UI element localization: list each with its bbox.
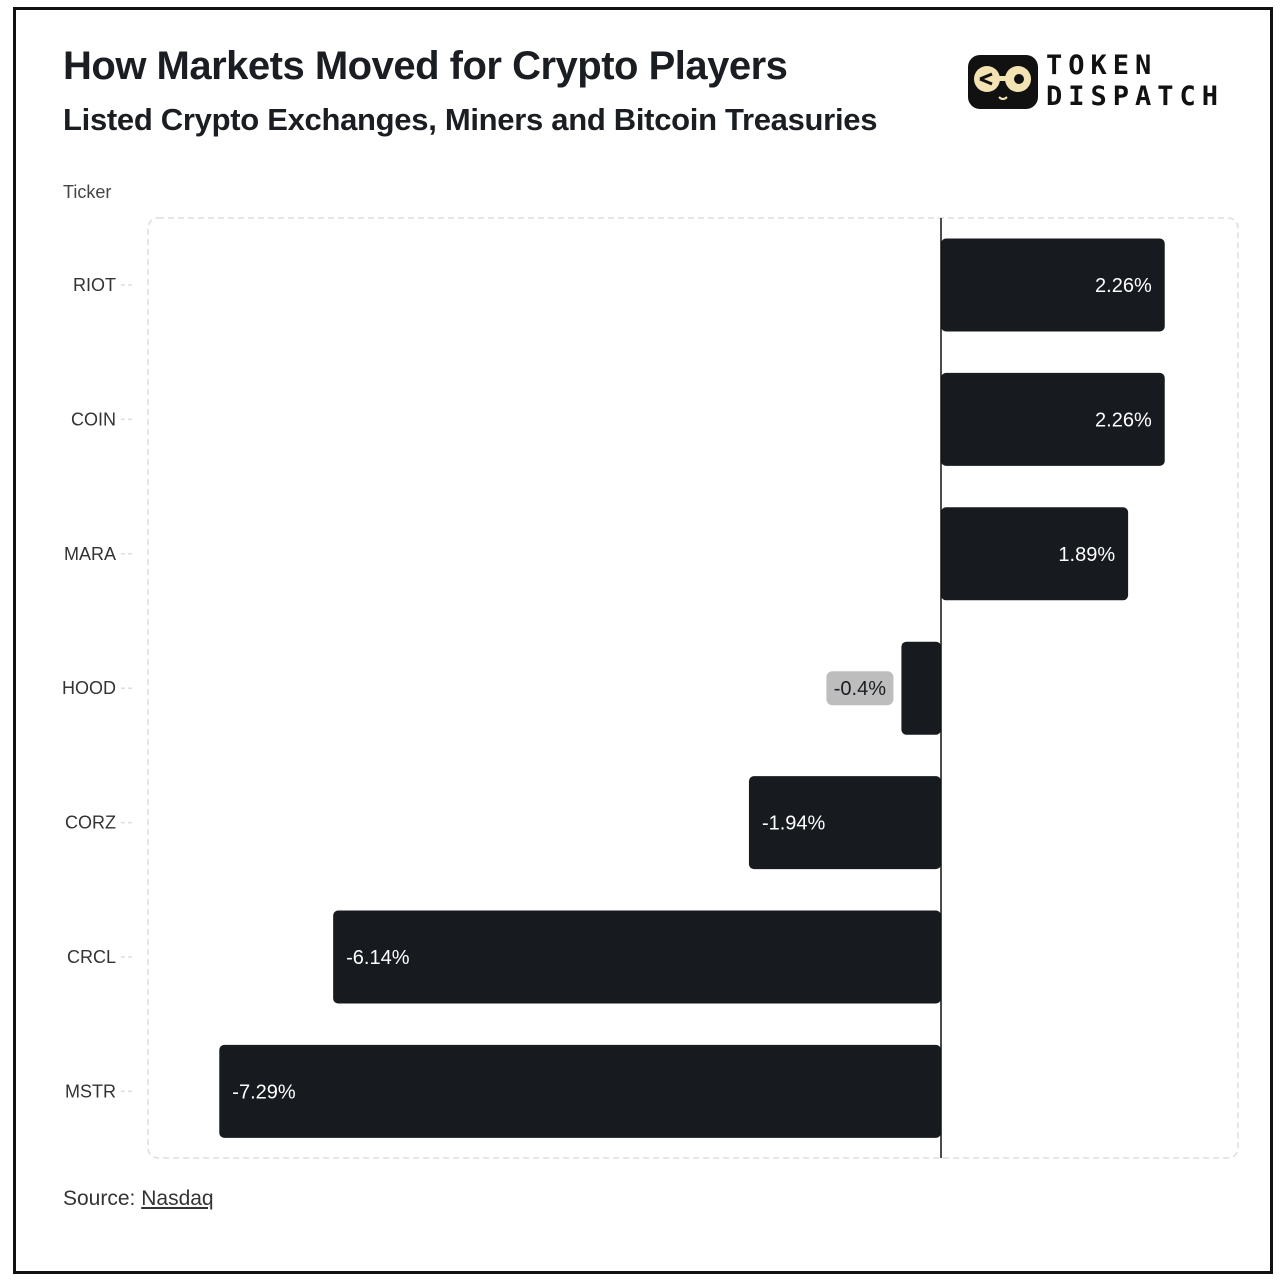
bar-hood [901,641,941,735]
y-tick-label: HOOD [62,678,116,698]
bar-mara [941,507,1129,601]
bar-riot [941,238,1165,332]
y-tick-label: MSTR [65,1081,116,1101]
logo-text-token: TOKEN [1046,50,1158,81]
source-label: Source: [63,1187,136,1210]
bar-coin [941,372,1165,466]
source-link[interactable]: Nasdaq [141,1187,214,1210]
data-label: -1.94% [762,813,826,835]
y-tick-label: COIN [71,409,116,429]
logo-text-dispatch: DISPATCH [1046,81,1225,112]
token-dispatch-logo: TOKEN DISPATCH [966,50,1256,114]
data-label: -0.4% [834,678,886,700]
chart-title: How Markets Moved for Crypto Players [63,44,788,88]
chart-subtitle: Listed Crypto Exchanges, Miners and Bitc… [63,102,878,137]
data-label: -7.29% [232,1081,296,1103]
y-tick-label: CORZ [65,813,116,833]
glasses-face-icon [968,55,1038,109]
data-label: -6.14% [346,947,410,969]
data-label-background [826,671,894,706]
source-note: Source: Nasdaq [63,1187,214,1211]
bar-corz [748,776,941,870]
y-tick-label: CRCL [67,947,116,967]
data-label: 2.26% [1095,409,1152,431]
data-label: 1.89% [1058,544,1115,566]
bar-mstr [219,1044,942,1138]
y-tick-label: RIOT [73,275,116,295]
y-axis-title: Ticker [63,182,112,202]
data-label: 2.26% [1095,275,1152,297]
plot-area-border [147,217,1239,1159]
y-tick-label: MARA [64,544,116,564]
bar-crcl [333,910,941,1004]
